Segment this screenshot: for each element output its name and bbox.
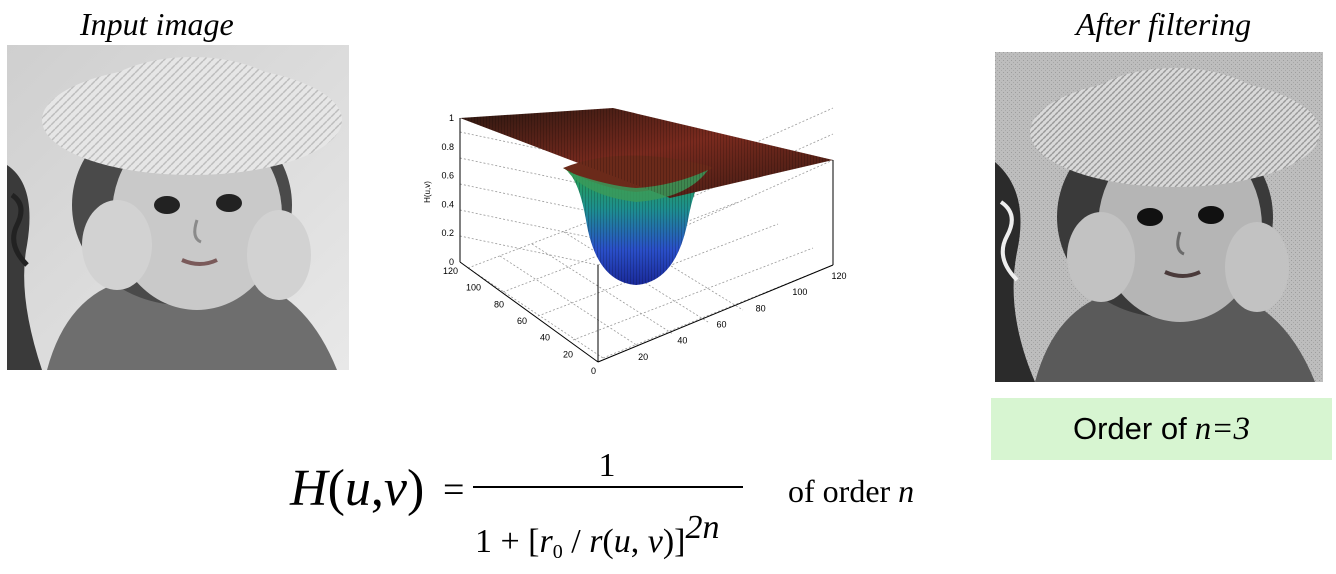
y-tick-label: 80 <box>494 299 504 309</box>
formula-denominator: 1 + [r0 / r(u, v)]2n <box>475 509 720 563</box>
z-tick-label: 0.4 <box>441 199 454 209</box>
y-tick-label: 60 <box>517 316 527 326</box>
filter-surface-plot: H(u,v) 0 0.2 0.4 0.6 0.8 1 0 20 40 60 80 100 120 20… <box>423 107 847 376</box>
output-photo <box>995 52 1323 382</box>
z-tick-label: 0.8 <box>441 142 454 152</box>
z-tick-label: 0 <box>449 257 454 267</box>
z-tick-label: 1 <box>449 113 454 123</box>
input-image-caption: Input image <box>80 6 234 42</box>
formula-numerator: 1 <box>599 447 616 484</box>
y-tick-label: 120 <box>443 266 458 276</box>
y-tick-label: 100 <box>466 283 481 293</box>
formula-lhs: H(u,v) <box>289 460 424 517</box>
output-image-caption: After filtering <box>1076 6 1252 42</box>
input-photo <box>7 45 349 370</box>
z-tick-label: 0.6 <box>441 171 454 181</box>
x-tick-label: 40 <box>677 336 687 346</box>
order-prefix: Order of <box>1073 411 1187 446</box>
y-tick-label: 20 <box>563 349 573 359</box>
z-tick-label: 0.2 <box>441 228 454 238</box>
butterworth-formula: H(u,v) = 1 1 + [r0 / r(u, v)]2n of order… <box>289 447 914 563</box>
order-highlight-box: Order of n=3 <box>991 398 1332 460</box>
z-axis-label: H(u,v) <box>423 181 432 203</box>
x-tick-label: 60 <box>716 320 726 330</box>
y-tick-label: 0 <box>591 366 596 376</box>
x-tick-label: 20 <box>638 352 648 362</box>
y-tick-label: 40 <box>540 333 550 343</box>
formula-suffix: of order n <box>788 473 914 509</box>
order-value: n=3 <box>1194 410 1250 447</box>
x-tick-label: 120 <box>831 271 846 281</box>
x-tick-label: 80 <box>756 303 766 313</box>
formula-equals: = <box>443 469 464 511</box>
x-tick-label: 100 <box>792 287 807 297</box>
